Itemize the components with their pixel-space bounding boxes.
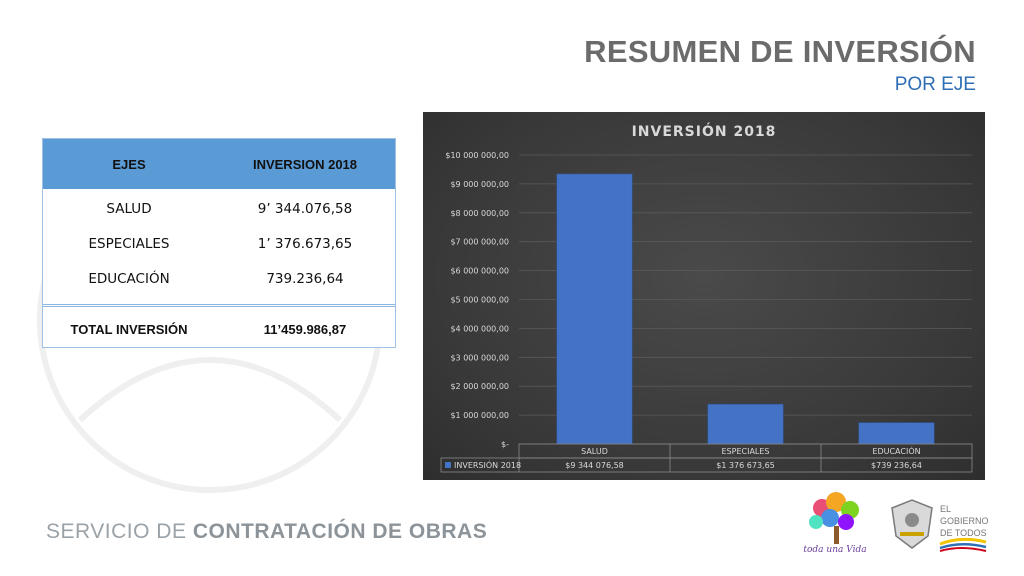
chart-svg: INVERSIÓN 2018 $- $1 000 000,00 $2 000 000,…: [440, 122, 973, 473]
org-name: SERVICIO DE CONTRATACIÓN DE OBRAS: [46, 520, 487, 544]
row-value: 1’ 376.673,65: [257, 235, 353, 252]
y-tick-label: $7 000 000,00: [450, 238, 509, 247]
page-title: RESUMEN DE INVERSIÓN: [584, 34, 976, 69]
org-name-light: SERVICIO DE: [46, 520, 193, 543]
row-eje: ESPECIALES: [88, 235, 170, 252]
total-label: TOTAL INVERSIÓN: [70, 321, 188, 337]
header-ejes: EJES: [112, 156, 146, 172]
table-header: EJES INVERSION 2018: [43, 139, 395, 189]
bar: [707, 403, 784, 445]
row-eje: EDUCACIÓN: [88, 270, 170, 287]
gobierno-logo: EL GOBIERNO DE TODOS: [891, 499, 989, 552]
org-name-bold: CONTRATACIÓN DE OBRAS: [192, 520, 488, 543]
x-category-label: ESPECIALES: [721, 447, 769, 456]
y-tick-label: $5 000 000,00: [450, 296, 509, 305]
logo-right-line-1: EL: [940, 504, 951, 514]
y-tick-label: $1 000 000,00: [450, 411, 509, 420]
data-table-row-border: [440, 457, 973, 473]
y-tick-label: $4 000 000,00: [450, 324, 509, 333]
investment-chart: INVERSIÓN 2018 $- $1 000 000,00 $2 000 000,…: [423, 112, 985, 480]
data-label: $1 376 673,65: [716, 461, 775, 470]
bar: [858, 422, 935, 445]
x-category-label: SALUD: [581, 447, 608, 456]
logo-right-line-2: GOBIERNO: [940, 516, 989, 526]
legend-label: INVERSIÓN 2018: [454, 459, 521, 470]
data-label: $739 236,64: [871, 461, 922, 470]
logo-right-line-3: DE TODOS: [940, 528, 987, 538]
table-row: EDUCACIÓN 739.236,64: [43, 261, 395, 296]
chart-title: INVERSIÓN 2018: [632, 122, 777, 140]
y-tick-label: $6 000 000,00: [450, 267, 509, 276]
bar: [556, 173, 633, 445]
table-total-row: TOTAL INVERSIÓN 11’459.986,87: [43, 307, 395, 351]
header-inversion: INVERSION 2018: [252, 156, 358, 172]
table-row: ESPECIALES 1’ 376.673,65: [43, 226, 395, 261]
investment-table: EJES INVERSION 2018 SALUD 9’ 344.076,58 …: [42, 138, 396, 348]
row-value: 739.236,64: [266, 270, 344, 287]
x-category-label: EDUCACIÓN: [872, 445, 920, 456]
row-eje: SALUD: [106, 200, 152, 217]
toda-una-vida-logo: toda una Vida: [803, 492, 867, 555]
total-divider: [43, 304, 395, 307]
table-row: SALUD 9’ 344.076,58: [43, 191, 395, 226]
page-subtitle: POR EJE: [894, 74, 976, 95]
legend-swatch: [445, 462, 451, 468]
row-value: 9’ 344.076,58: [257, 200, 353, 217]
total-value: 11’459.986,87: [263, 321, 347, 337]
data-label: $9 344 076,58: [565, 461, 624, 470]
y-tick-label: $9 000 000,00: [450, 180, 509, 189]
y-tick-label: $2 000 000,00: [450, 382, 509, 391]
logo-left-text: toda una Vida: [803, 545, 866, 555]
y-tick-label: $3 000 000,00: [450, 353, 509, 362]
y-tick-label: $10 000 000,00: [445, 151, 509, 160]
y-tick-label: $-: [501, 440, 509, 449]
y-tick-label: $8 000 000,00: [450, 209, 509, 218]
